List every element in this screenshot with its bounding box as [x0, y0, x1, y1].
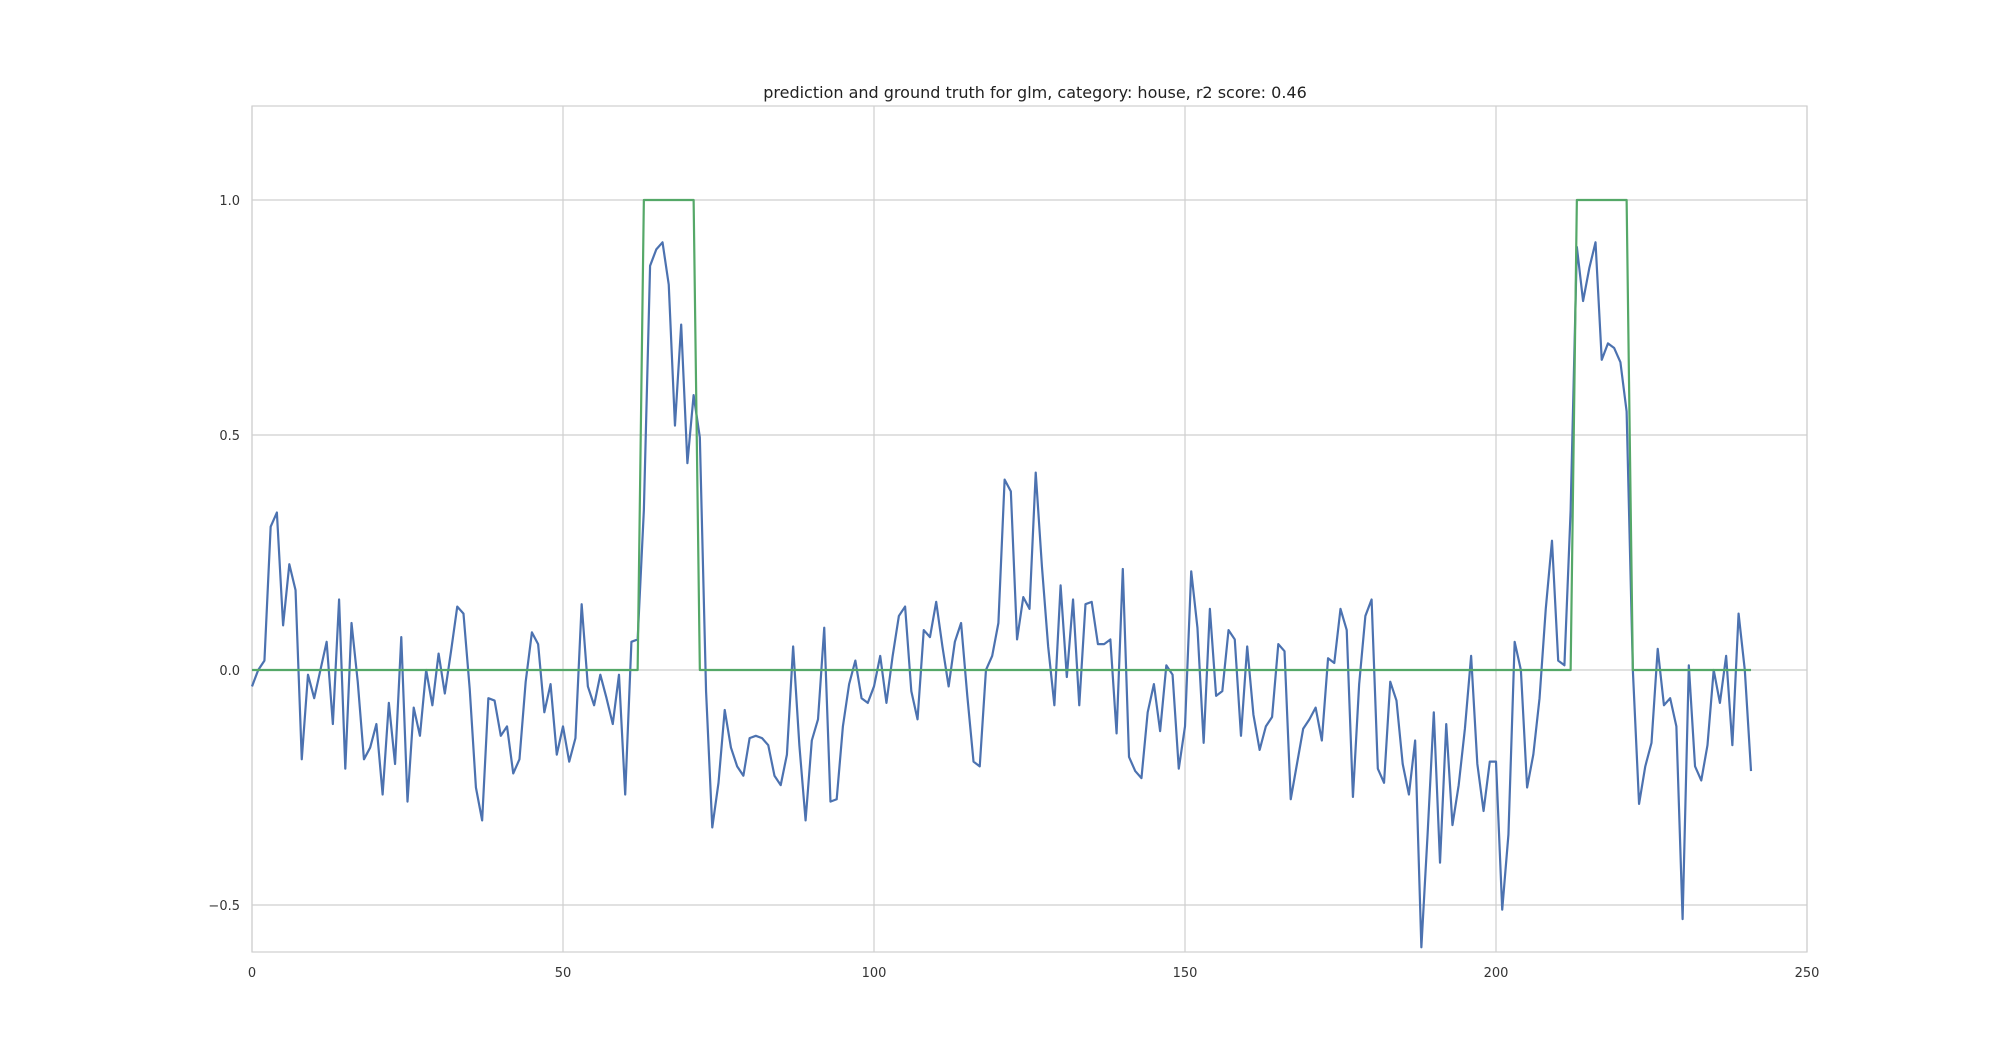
- x-tick-label: 0: [248, 966, 256, 981]
- x-tick-label: 250: [1795, 966, 1820, 981]
- x-gridlines: [251, 106, 1808, 952]
- series-layer: [250, 198, 1753, 949]
- x-tick-labels: 0 50 100 150 200 250: [248, 966, 1820, 981]
- chart-title: prediction and ground truth for glm, cat…: [763, 83, 1307, 102]
- y-tick-label: −0.5: [208, 899, 240, 914]
- x-tick-label: 150: [1173, 966, 1198, 981]
- y-tick-label: 0.0: [219, 664, 240, 679]
- ground-truth-series-line: [252, 198, 1752, 672]
- plot-frame: [251, 105, 1808, 953]
- y-tick-label: 0.5: [219, 429, 240, 444]
- x-tick-label: 200: [1484, 966, 1509, 981]
- y-tick-labels: −0.5 0.0 0.5 1.0: [208, 194, 240, 914]
- y-tick-label: 1.0: [219, 194, 240, 209]
- prediction-series-line: [250, 241, 1753, 949]
- x-tick-label: 50: [555, 966, 572, 981]
- x-tick-label: 100: [862, 966, 887, 981]
- y-gridlines: [252, 199, 1807, 906]
